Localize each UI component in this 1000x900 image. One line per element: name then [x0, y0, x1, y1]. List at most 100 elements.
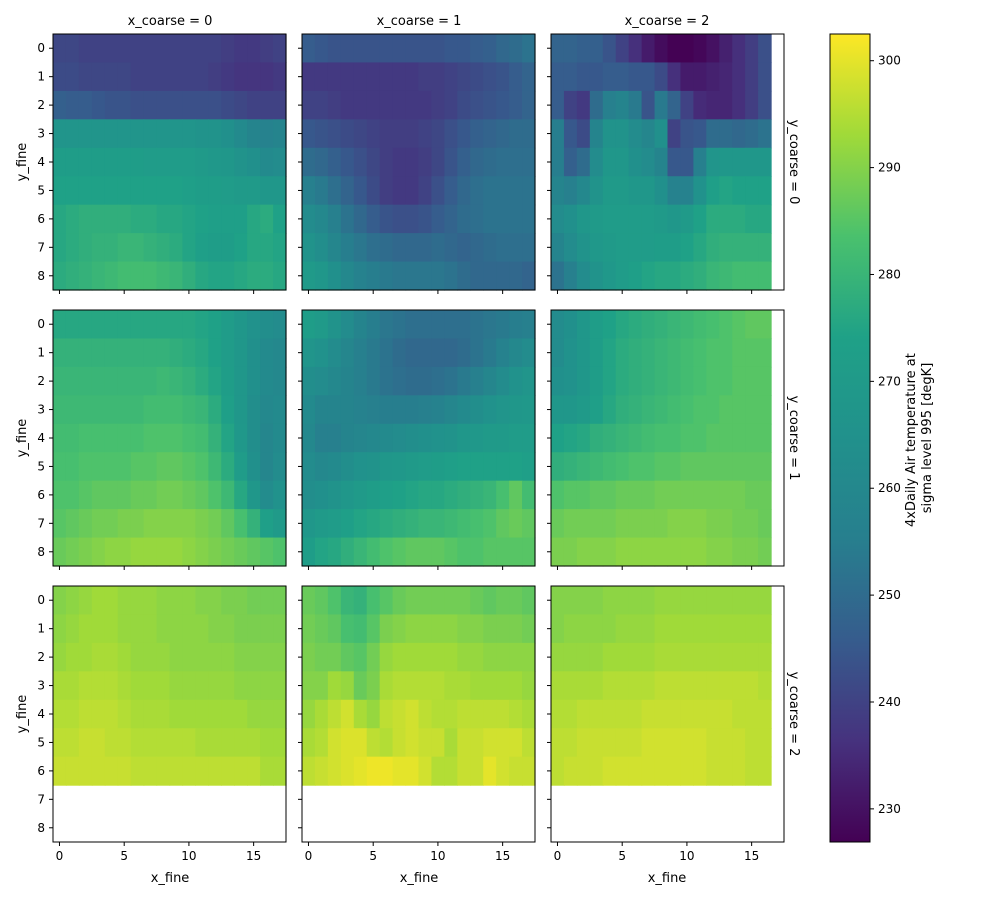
heatmap-cell — [693, 261, 707, 291]
heatmap-cell — [327, 366, 342, 396]
heatmap-cell — [693, 509, 707, 539]
heatmap-cell — [117, 310, 132, 340]
heatmap-cell — [719, 147, 733, 177]
heatmap-cell — [483, 310, 497, 340]
heatmap-cell — [483, 204, 497, 234]
heatmap-cell — [273, 310, 287, 340]
heatmap-cell — [483, 90, 497, 120]
heatmap-cell — [509, 395, 523, 425]
heatmap-cell — [496, 509, 510, 539]
heatmap-cell — [522, 728, 536, 758]
heatmap-cell — [130, 614, 145, 644]
heatmap-cell — [221, 699, 235, 729]
heatmap-cell — [444, 699, 458, 729]
heatmap-cell — [392, 119, 407, 149]
heatmap-cell — [53, 366, 67, 396]
heatmap-cell — [732, 366, 746, 396]
heatmap-cell — [758, 233, 772, 263]
heatmap-cell — [509, 233, 523, 263]
heatmap-cell — [117, 728, 132, 758]
heatmap-cell — [104, 614, 119, 644]
heatmap-cell — [260, 509, 274, 539]
heatmap-cell — [302, 338, 316, 368]
heatmap-cell — [641, 204, 656, 234]
y-tick-label: 8 — [37, 545, 45, 559]
heatmap-cell — [302, 119, 316, 149]
heatmap-cell — [195, 338, 209, 368]
heatmap-cell — [496, 34, 510, 64]
heatmap-cell — [353, 34, 368, 64]
heatmap-cell — [117, 90, 132, 120]
heatmap-cell — [78, 395, 93, 425]
heatmap-cell — [758, 34, 772, 64]
heatmap-cell — [340, 642, 355, 672]
y-tick-label: 6 — [37, 764, 45, 778]
heatmap-cell — [576, 62, 591, 92]
heatmap-cell — [208, 119, 222, 149]
heatmap-cell — [78, 119, 93, 149]
heatmap-cell — [314, 671, 329, 701]
heatmap-cell — [182, 423, 196, 453]
heatmap-cell — [366, 756, 381, 786]
heatmap-cell — [392, 176, 407, 206]
heatmap-cell — [392, 34, 407, 64]
heatmap-cell — [221, 614, 235, 644]
heatmap-cell — [563, 261, 578, 291]
heatmap-cell — [130, 366, 145, 396]
heatmap-cell — [576, 34, 591, 64]
heatmap-cell — [182, 756, 196, 786]
heatmap-cell — [65, 90, 80, 120]
heatmap-cell — [156, 614, 171, 644]
heatmap-cell — [615, 614, 630, 644]
facet-title-col-0: x_coarse = 0 — [128, 14, 213, 29]
heatmap-cell — [104, 338, 119, 368]
heatmap-cell — [457, 728, 471, 758]
heatmap-cell — [745, 176, 759, 206]
heatmap-cell — [247, 147, 261, 177]
heatmap-cell — [470, 366, 484, 396]
heatmap-cell — [221, 537, 235, 567]
heatmap-cell — [353, 395, 368, 425]
heatmap-cell — [628, 34, 643, 64]
heatmap-cell — [379, 310, 394, 340]
heatmap-cell — [444, 728, 458, 758]
heatmap-cell — [680, 147, 694, 177]
heatmap-cell — [745, 90, 759, 120]
heatmap-cell — [444, 90, 458, 120]
heatmap-cell — [130, 671, 145, 701]
heatmap-cell — [104, 756, 119, 786]
heatmap-cell — [208, 452, 222, 482]
heatmap-cell — [563, 90, 578, 120]
heatmap-cell — [444, 586, 458, 616]
x-tick-label: 10 — [430, 849, 445, 863]
heatmap-cell — [366, 261, 381, 291]
heatmap-cell — [680, 366, 694, 396]
heatmap-cell — [314, 537, 329, 567]
heatmap-cell — [221, 423, 235, 453]
heatmap-cell — [169, 452, 184, 482]
heatmap-cell — [602, 90, 617, 120]
heatmap-cell — [104, 204, 119, 234]
heatmap-cell — [602, 614, 617, 644]
heatmap-cell — [65, 756, 80, 786]
heatmap-cell — [641, 480, 656, 510]
heatmap-cell — [117, 423, 132, 453]
heatmap-cell — [302, 728, 316, 758]
heatmap-cell — [509, 699, 523, 729]
heatmap-cell — [641, 756, 656, 786]
heatmap-cell — [654, 699, 669, 729]
heatmap-cell — [143, 423, 158, 453]
heatmap-cell — [302, 204, 316, 234]
colorbar-tick-label: 230 — [878, 802, 901, 816]
heatmap-cell — [444, 614, 458, 644]
heatmap-cell — [104, 147, 119, 177]
heatmap-cell — [680, 395, 694, 425]
heatmap-cell — [130, 62, 145, 92]
heatmap-cell — [602, 176, 617, 206]
heatmap-cell — [563, 62, 578, 92]
heatmap-cell — [208, 509, 222, 539]
heatmap-cell — [457, 34, 471, 64]
heatmap-cell — [470, 176, 484, 206]
heatmap-cell — [444, 338, 458, 368]
heatmap-cell — [117, 756, 132, 786]
